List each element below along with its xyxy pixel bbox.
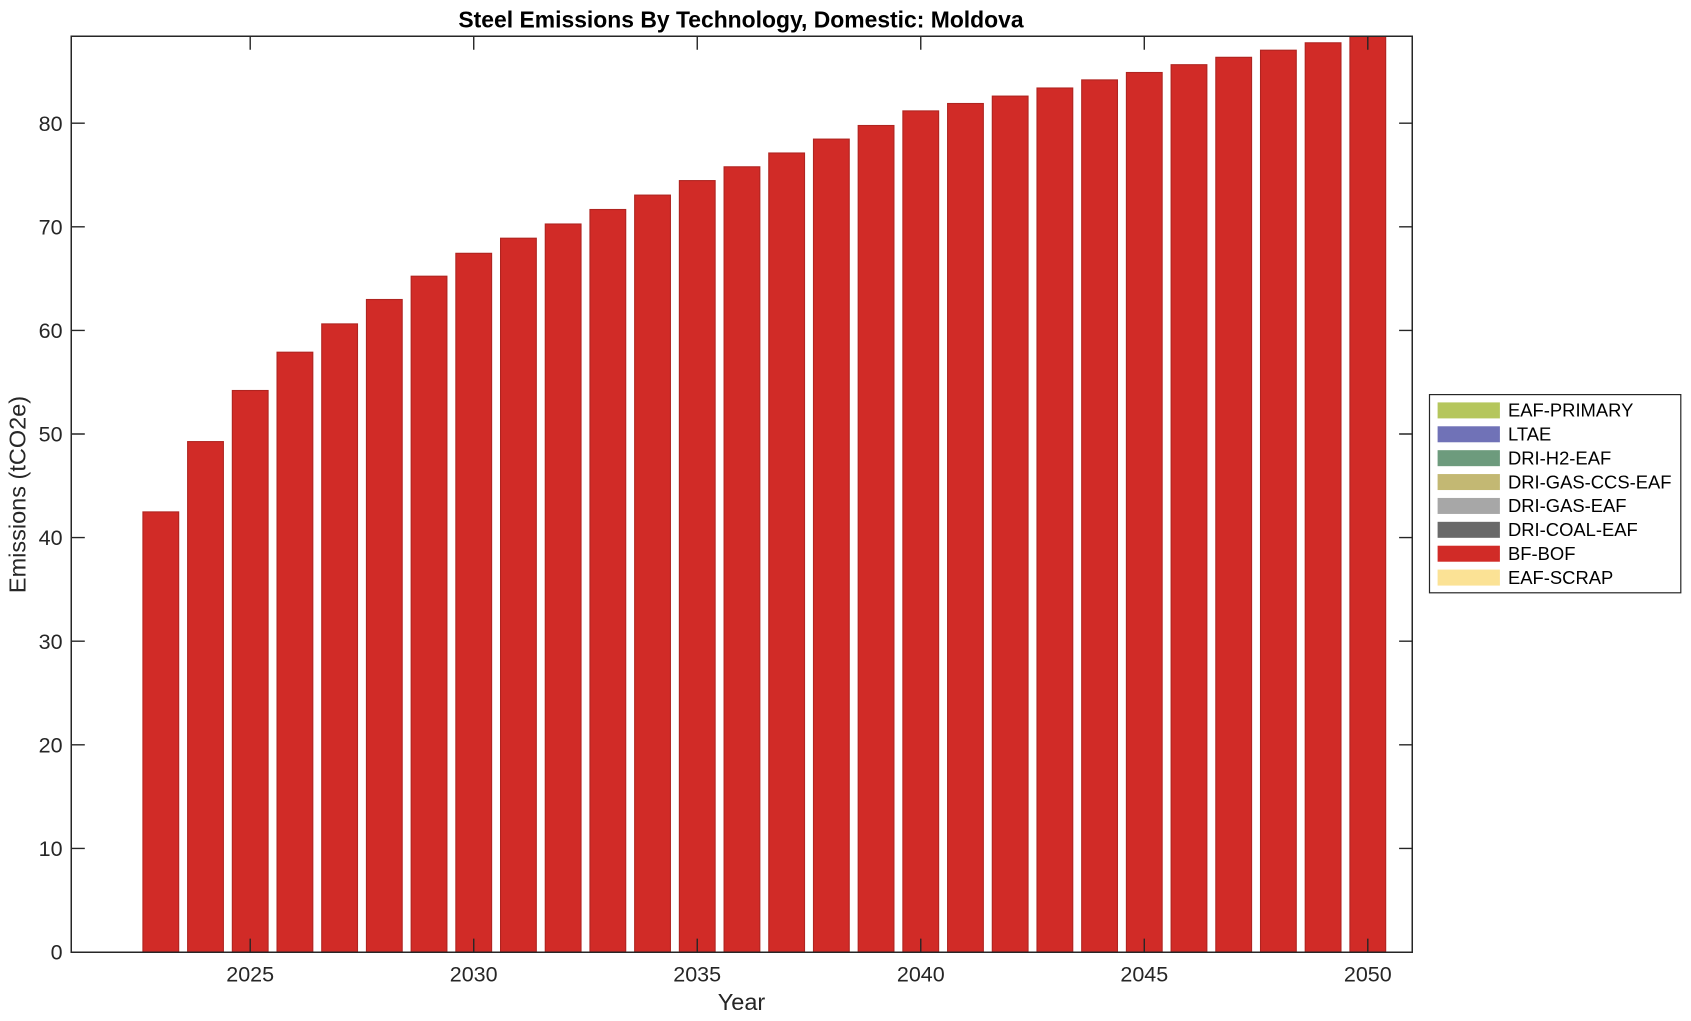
svg-text:50: 50 (39, 423, 63, 447)
svg-text:30: 30 (39, 630, 63, 654)
svg-text:80: 80 (39, 112, 63, 136)
svg-text:DRI-GAS-CCS-EAF: DRI-GAS-CCS-EAF (1508, 471, 1671, 492)
svg-text:10: 10 (39, 837, 63, 861)
svg-text:60: 60 (39, 319, 63, 343)
svg-text:BF-BOF: BF-BOF (1508, 543, 1575, 564)
svg-text:2035: 2035 (673, 963, 721, 987)
svg-text:DRI-GAS-EAF: DRI-GAS-EAF (1508, 495, 1627, 516)
svg-text:20: 20 (39, 733, 63, 757)
svg-text:DRI-COAL-EAF: DRI-COAL-EAF (1508, 519, 1638, 540)
svg-text:70: 70 (39, 215, 63, 239)
svg-text:2050: 2050 (1344, 963, 1392, 987)
svg-text:2030: 2030 (450, 963, 498, 987)
svg-text:2045: 2045 (1120, 963, 1168, 987)
svg-text:DRI-H2-EAF: DRI-H2-EAF (1508, 447, 1611, 468)
svg-text:Steel Emissions By Technology,: Steel Emissions By Technology, Domestic:… (458, 7, 1023, 33)
svg-text:EAF-SCRAP: EAF-SCRAP (1508, 567, 1613, 588)
svg-text:EAF-PRIMARY: EAF-PRIMARY (1508, 400, 1633, 421)
svg-text:2040: 2040 (897, 963, 945, 987)
svg-text:Emissions (tCO2e): Emissions (tCO2e) (5, 396, 31, 593)
svg-text:LTAE: LTAE (1508, 424, 1551, 445)
svg-text:40: 40 (39, 526, 63, 550)
svg-text:2025: 2025 (226, 963, 274, 987)
svg-text:0: 0 (51, 941, 63, 965)
svg-text:Year: Year (718, 989, 766, 1015)
